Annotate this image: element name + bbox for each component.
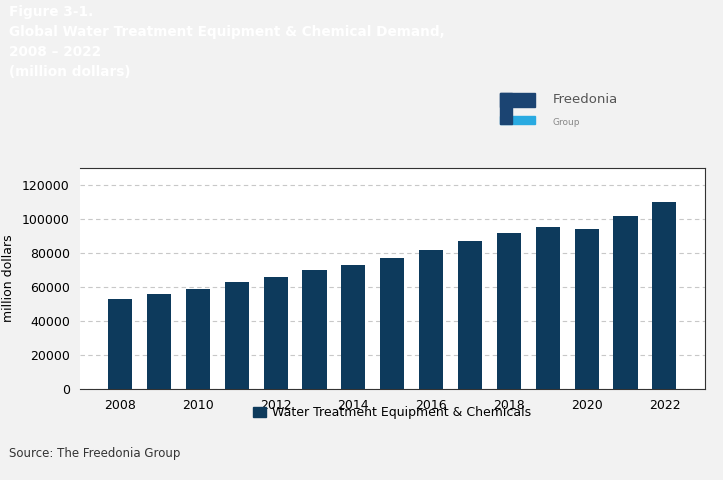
- Text: Freedonia: Freedonia: [552, 93, 617, 107]
- Bar: [225, 282, 249, 389]
- Bar: [536, 228, 560, 389]
- Legend: Water Treatment Equipment & Chemicals: Water Treatment Equipment & Chemicals: [248, 401, 536, 424]
- FancyBboxPatch shape: [500, 93, 512, 124]
- Bar: [614, 216, 638, 389]
- Bar: [458, 241, 482, 389]
- Bar: [419, 250, 443, 389]
- Bar: [147, 294, 171, 389]
- Bar: [575, 229, 599, 389]
- FancyBboxPatch shape: [500, 93, 535, 107]
- Text: Source: The Freedonia Group: Source: The Freedonia Group: [9, 447, 180, 460]
- Bar: [108, 299, 132, 389]
- Bar: [302, 270, 327, 389]
- Text: Figure 3-1.
Global Water Treatment Equipment & Chemical Demand,
2008 – 2022
(mil: Figure 3-1. Global Water Treatment Equip…: [9, 5, 445, 79]
- Bar: [263, 276, 288, 389]
- Bar: [380, 258, 404, 389]
- FancyBboxPatch shape: [500, 116, 535, 124]
- Bar: [341, 265, 365, 389]
- Bar: [652, 202, 677, 389]
- Bar: [497, 232, 521, 389]
- Bar: [186, 289, 210, 389]
- Y-axis label: million dollars: million dollars: [2, 235, 15, 322]
- Text: Group: Group: [552, 118, 580, 127]
